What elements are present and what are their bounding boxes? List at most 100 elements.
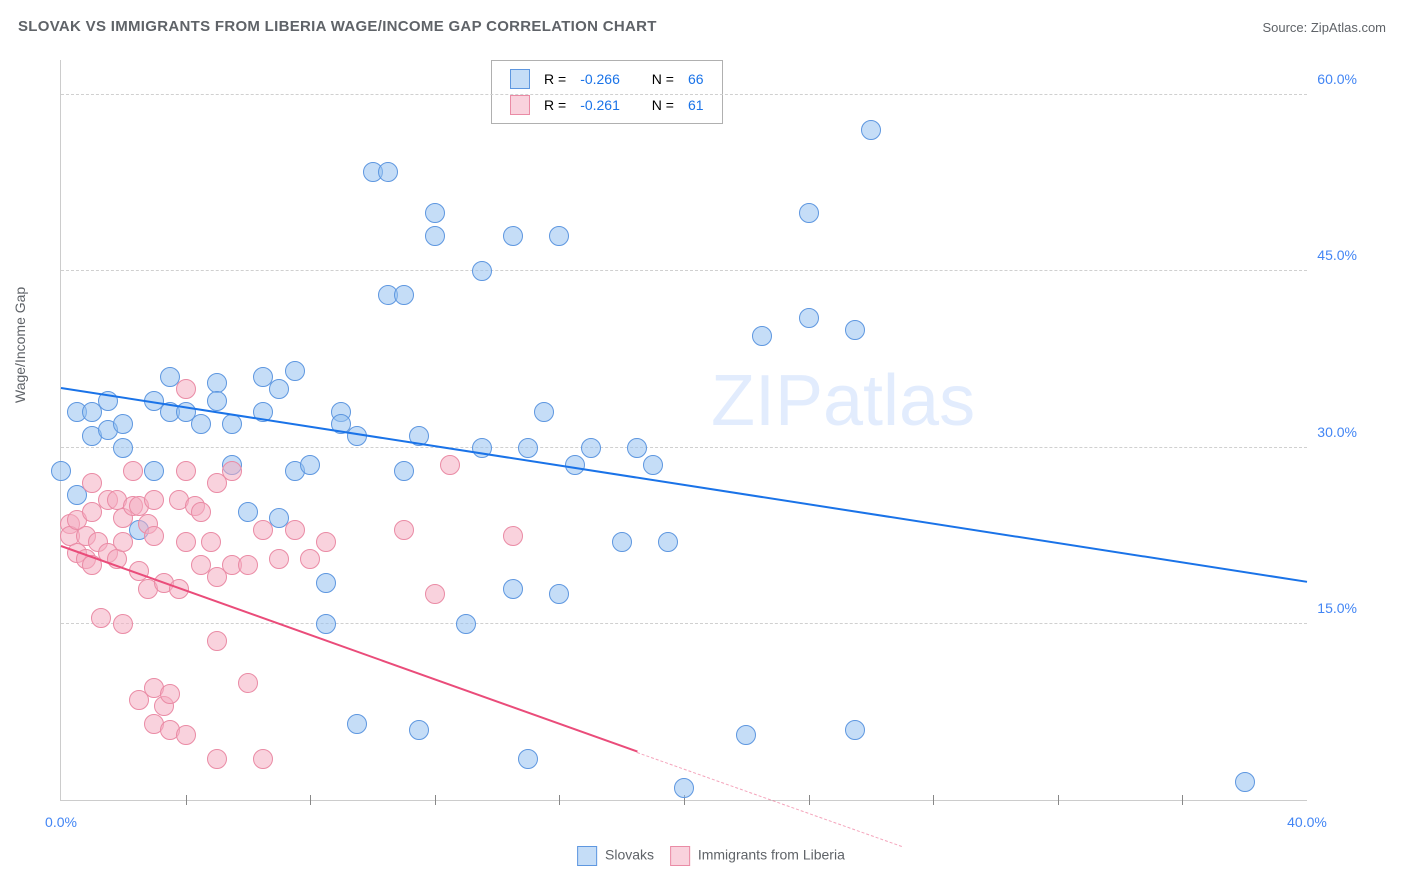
n-value-liberia: 61 (682, 93, 710, 117)
legend-label-slovaks: Slovaks (605, 847, 654, 863)
scatter-point (269, 549, 289, 569)
scatter-point (518, 749, 538, 769)
scatter-point (82, 473, 102, 493)
y-tick-label: 30.0% (1317, 424, 1357, 440)
scatter-point (861, 120, 881, 140)
scatter-point (736, 725, 756, 745)
scatter-point (409, 720, 429, 740)
scatter-point (300, 455, 320, 475)
scatter-point (222, 414, 242, 434)
scatter-point (643, 455, 663, 475)
scatter-point (176, 725, 196, 745)
scatter-point (549, 584, 569, 604)
scatter-point (1235, 772, 1255, 792)
x-tick-label: 0.0% (45, 814, 77, 830)
scatter-point (253, 749, 273, 769)
r-label: R = (538, 67, 572, 91)
x-tick (186, 795, 187, 805)
x-tick (1058, 795, 1059, 805)
scatter-point (144, 490, 164, 510)
scatter-point (238, 673, 258, 693)
scatter-point (253, 520, 273, 540)
x-tick (435, 795, 436, 805)
scatter-point (612, 532, 632, 552)
scatter-point (549, 226, 569, 246)
r-label: R = (538, 93, 572, 117)
scatter-point (503, 226, 523, 246)
scatter-point (674, 778, 694, 798)
chart-area: Wage/Income Gap ZIPatlas R = -0.266 N = … (60, 60, 1350, 830)
scatter-point (394, 520, 414, 540)
chart-title: SLOVAK VS IMMIGRANTS FROM LIBERIA WAGE/I… (18, 18, 657, 35)
swatch-slovaks (510, 69, 530, 89)
scatter-point (238, 502, 258, 522)
scatter-point (113, 438, 133, 458)
scatter-point (207, 391, 227, 411)
y-tick-label: 15.0% (1317, 600, 1357, 616)
x-tick (1182, 795, 1183, 805)
scatter-point (534, 402, 554, 422)
scatter-point (238, 555, 258, 575)
scatter-point (752, 326, 772, 346)
r-value-liberia: -0.261 (574, 93, 626, 117)
y-tick-label: 60.0% (1317, 71, 1357, 87)
scatter-point (440, 455, 460, 475)
scatter-point (269, 379, 289, 399)
scatter-point (378, 162, 398, 182)
watermark: ZIPatlas (711, 360, 975, 442)
stats-row-slovaks: R = -0.266 N = 66 (504, 67, 710, 91)
stats-row-liberia: R = -0.261 N = 61 (504, 93, 710, 117)
scatter-point (394, 285, 414, 305)
scatter-point (658, 532, 678, 552)
scatter-point (394, 461, 414, 481)
scatter-point (176, 461, 196, 481)
n-value-slovaks: 66 (682, 67, 710, 91)
scatter-point (503, 579, 523, 599)
scatter-point (207, 749, 227, 769)
scatter-point (425, 226, 445, 246)
scatter-point (113, 414, 133, 434)
scatter-point (425, 584, 445, 604)
scatter-point (51, 461, 71, 481)
x-tick (809, 795, 810, 805)
grid-line (61, 270, 1307, 271)
scatter-point (845, 320, 865, 340)
scatter-point (191, 502, 211, 522)
scatter-point (123, 461, 143, 481)
scatter-point (91, 608, 111, 628)
scatter-point (581, 438, 601, 458)
scatter-point (316, 614, 336, 634)
scatter-point (316, 573, 336, 593)
grid-line (61, 94, 1307, 95)
r-value-slovaks: -0.266 (574, 67, 626, 91)
scatter-point (845, 720, 865, 740)
scatter-plot: ZIPatlas R = -0.266 N = 66 R = (60, 60, 1307, 801)
scatter-point (799, 203, 819, 223)
scatter-point (176, 379, 196, 399)
grid-line (61, 623, 1307, 624)
trend-line-dashed (637, 752, 902, 847)
scatter-point (144, 461, 164, 481)
x-tick-label: 40.0% (1287, 814, 1327, 830)
y-axis-label: Wage/Income Gap (12, 287, 28, 403)
swatch-liberia (670, 846, 690, 866)
swatch-slovaks (577, 846, 597, 866)
scatter-point (285, 361, 305, 381)
scatter-point (472, 261, 492, 281)
stats-legend: R = -0.266 N = 66 R = -0.261 N = 61 (491, 60, 723, 124)
scatter-point (201, 532, 221, 552)
scatter-point (113, 614, 133, 634)
trend-line (61, 387, 1307, 583)
scatter-point (222, 461, 242, 481)
series-legend: Slovaks Immigrants from Liberia (565, 846, 845, 866)
scatter-point (160, 684, 180, 704)
scatter-point (316, 532, 336, 552)
n-label: N = (646, 93, 680, 117)
grid-line (61, 447, 1307, 448)
x-tick (933, 795, 934, 805)
scatter-point (425, 203, 445, 223)
scatter-point (503, 526, 523, 546)
n-label: N = (646, 67, 680, 91)
source-attribution: Source: ZipAtlas.com (1262, 20, 1386, 35)
scatter-point (285, 520, 305, 540)
